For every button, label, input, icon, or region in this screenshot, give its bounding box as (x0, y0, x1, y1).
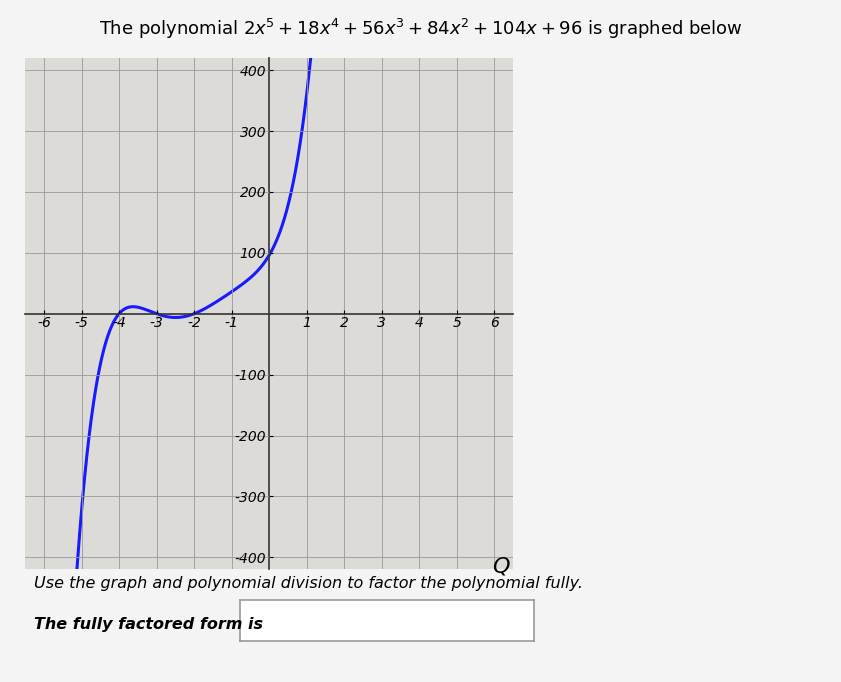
Text: Q: Q (492, 556, 509, 576)
Text: The polynomial $2x^5+18x^4+56x^3+84x^2+104x+96$ is graphed below: The polynomial $2x^5+18x^4+56x^3+84x^2+1… (98, 17, 743, 41)
Text: The fully factored form is: The fully factored form is (34, 617, 262, 632)
Text: Use the graph and polynomial division to factor the polynomial fully.: Use the graph and polynomial division to… (34, 576, 583, 591)
